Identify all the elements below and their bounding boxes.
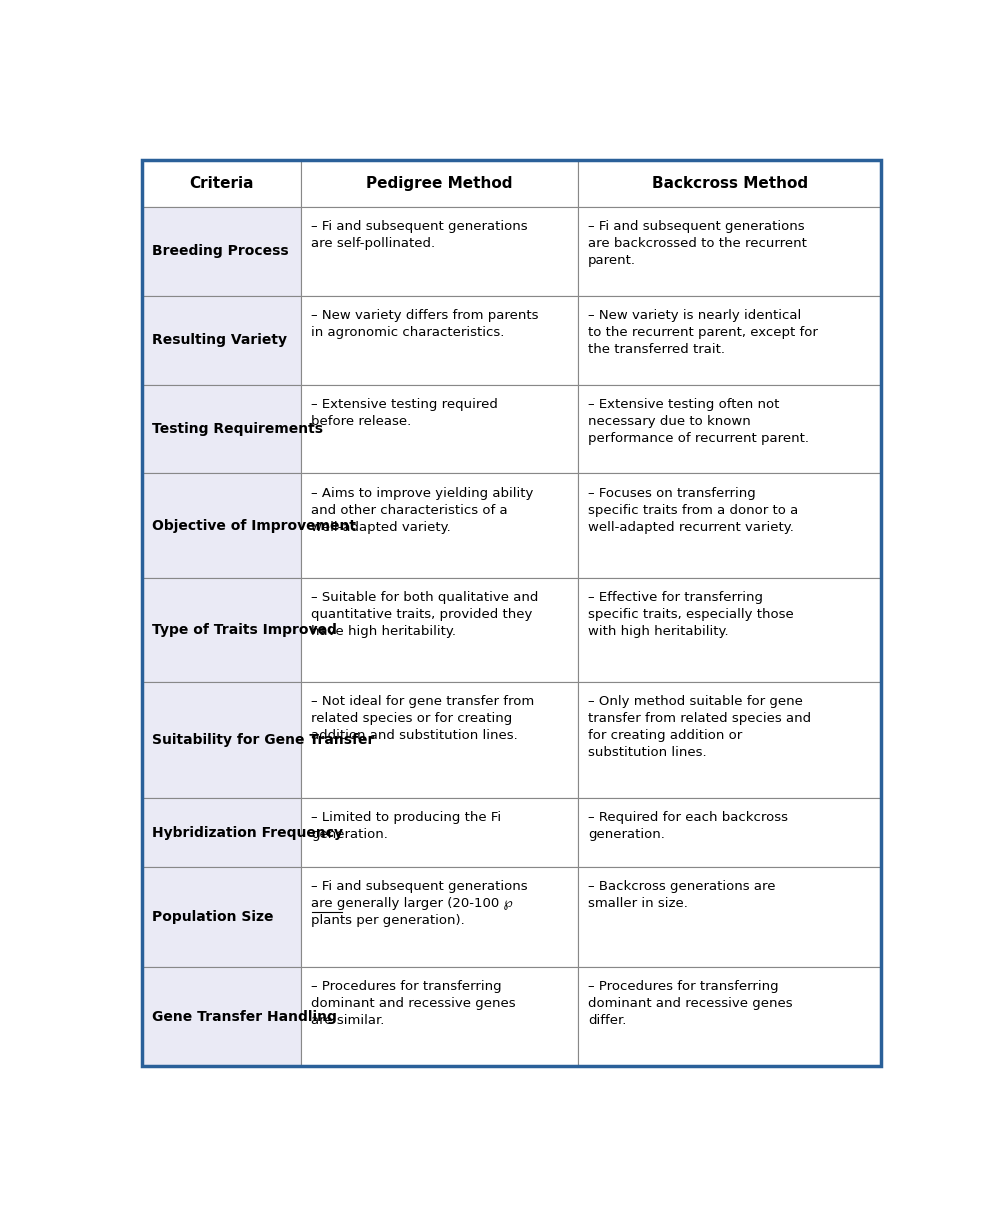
- Text: Pedigree Method: Pedigree Method: [366, 176, 513, 191]
- Text: Backcross Method: Backcross Method: [652, 176, 807, 191]
- Bar: [300, 798, 578, 867]
- Text: – Limited to producing the Fi
generation.: – Limited to producing the Fi generation…: [310, 811, 501, 841]
- Text: Criteria: Criteria: [189, 176, 253, 191]
- Text: – Extensive testing often not
necessary due to known
performance of recurrent pa: – Extensive testing often not necessary …: [588, 398, 809, 444]
- Bar: [142, 206, 300, 296]
- Text: – Backcross generations are
smaller in size.: – Backcross generations are smaller in s…: [588, 880, 775, 910]
- Text: Hybridization Frequency: Hybridization Frequency: [152, 826, 343, 840]
- Text: Breeding Process: Breeding Process: [152, 244, 288, 259]
- Bar: [578, 296, 881, 385]
- Bar: [300, 206, 578, 296]
- Bar: [578, 966, 881, 1066]
- Text: – Extensive testing required
before release.: – Extensive testing required before rele…: [310, 398, 498, 427]
- Bar: [578, 867, 881, 966]
- Text: Population Size: Population Size: [152, 909, 273, 924]
- Bar: [300, 578, 578, 682]
- Text: Type of Traits Improved: Type of Traits Improved: [152, 623, 336, 637]
- Text: – New variety differs from parents
in agronomic characteristics.: – New variety differs from parents in ag…: [310, 308, 538, 339]
- Bar: [300, 385, 578, 473]
- Text: Gene Transfer Handling: Gene Transfer Handling: [152, 1010, 336, 1023]
- Text: – Aims to improve yielding ability
and other characteristics of a
well-adapted v: – Aims to improve yielding ability and o…: [310, 487, 533, 533]
- Bar: [300, 473, 578, 578]
- Bar: [142, 798, 300, 867]
- Text: – New variety is nearly identical
to the recurrent parent, except for
the transf: – New variety is nearly identical to the…: [588, 308, 818, 356]
- Bar: [300, 966, 578, 1066]
- Text: Objective of Improvement: Objective of Improvement: [152, 518, 356, 533]
- Bar: [142, 867, 300, 966]
- Text: – Fi and subsequent generations
are self-pollinated.: – Fi and subsequent generations are self…: [310, 220, 527, 250]
- Bar: [578, 160, 881, 206]
- Bar: [142, 296, 300, 385]
- Text: – Procedures for transferring
dominant and recessive genes
differ.: – Procedures for transferring dominant a…: [588, 980, 792, 1027]
- Bar: [142, 682, 300, 798]
- Text: Suitability for Gene Transfer: Suitability for Gene Transfer: [152, 733, 374, 747]
- Text: – Focuses on transferring
specific traits from a donor to a
well-adapted recurre: – Focuses on transferring specific trait…: [588, 487, 798, 533]
- Bar: [300, 160, 578, 206]
- Bar: [142, 473, 300, 578]
- Bar: [578, 682, 881, 798]
- Bar: [142, 385, 300, 473]
- Text: – Suitable for both qualitative and
quantitative traits, provided they
have high: – Suitable for both qualitative and quan…: [310, 591, 538, 637]
- Text: – Effective for transferring
specific traits, especially those
with high heritab: – Effective for transferring specific tr…: [588, 591, 793, 637]
- Bar: [578, 798, 881, 867]
- Bar: [142, 966, 300, 1066]
- Bar: [300, 867, 578, 966]
- Text: – Only method suitable for gene
transfer from related species and
for creating a: – Only method suitable for gene transfer…: [588, 696, 811, 759]
- Text: – Fi and subsequent generations
are generally larger (20-100 ℘
plants per genera: – Fi and subsequent generations are gene…: [310, 880, 527, 927]
- Bar: [142, 578, 300, 682]
- Text: – Not ideal for gene transfer from
related species or for creating
addition and : – Not ideal for gene transfer from relat…: [310, 696, 534, 742]
- Bar: [142, 160, 300, 206]
- Bar: [578, 578, 881, 682]
- Text: Resulting Variety: Resulting Variety: [152, 333, 286, 347]
- Bar: [578, 385, 881, 473]
- Bar: [578, 206, 881, 296]
- Text: – Fi and subsequent generations
are backcrossed to the recurrent
parent.: – Fi and subsequent generations are back…: [588, 220, 807, 267]
- Bar: [300, 682, 578, 798]
- Bar: [578, 473, 881, 578]
- Text: – Required for each backcross
generation.: – Required for each backcross generation…: [588, 811, 788, 841]
- Text: Testing Requirements: Testing Requirements: [152, 422, 322, 436]
- Text: – Procedures for transferring
dominant and recessive genes
are similar.: – Procedures for transferring dominant a…: [310, 980, 515, 1027]
- Bar: [300, 296, 578, 385]
